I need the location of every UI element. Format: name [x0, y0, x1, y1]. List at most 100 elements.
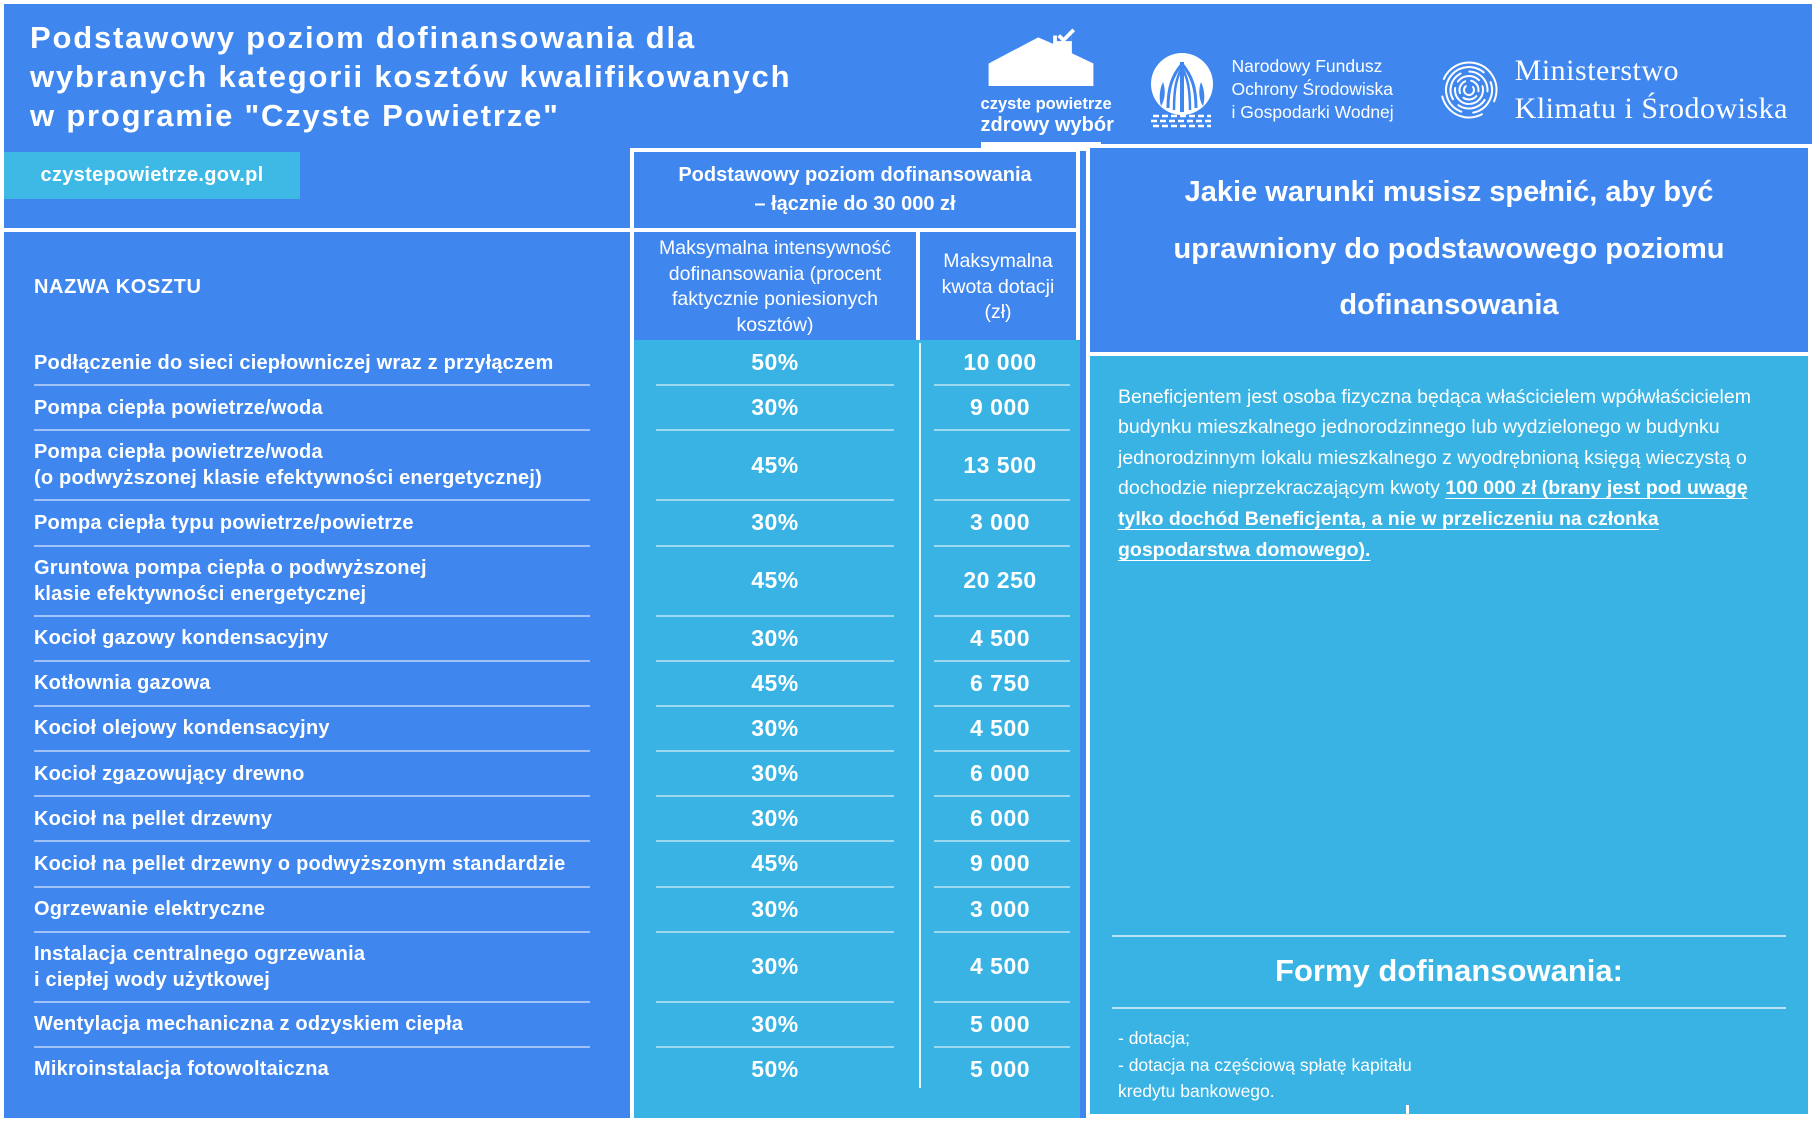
cost-intensity: 30%	[630, 887, 920, 933]
page-title-line: w programie "Czyste Powietrze"	[30, 98, 560, 134]
column-header-name: NAZWA KOSZTU	[4, 228, 630, 347]
column-header-intensity: Maksymalna intensywność dofinansowania (…	[630, 228, 920, 347]
cost-intensity: 50%	[751, 1055, 799, 1082]
czyste-powietrze-label: czyste powietrze	[980, 95, 1112, 113]
table-row: Podłączenie do sieci ciepłowniczej wraz …	[4, 340, 1080, 387]
website-badge[interactable]: czystepowietrze.gov.pl	[4, 152, 300, 199]
page-title-line: wybranych kategorii kosztów kwalifikowan…	[30, 59, 792, 95]
cost-intensity: 50%	[630, 340, 920, 387]
table-row: Gruntowa pompa ciepła o podwyższonej klas…	[4, 546, 1080, 617]
ministry-label: Ministerstwo Klimatu i Środowiska	[1514, 54, 1788, 125]
cost-amount: 20 250	[920, 546, 1080, 617]
table-column-headers: NAZWA KOSZTU Maksymalna intensywność dof…	[4, 228, 1080, 347]
table-row: Kocioł olejowy kondensacyjny 30% 4 500	[4, 706, 1080, 753]
zdrowy-wybor-label: zdrowy wybór	[980, 114, 1114, 136]
cropped-text-mark	[1405, 1105, 1409, 1114]
conditions-text: Beneficjentem jest osoba fizyczna będąca…	[1090, 356, 1808, 576]
cost-amount: 6 000	[920, 796, 1080, 843]
cost-amount: 9 000	[920, 385, 1080, 432]
nfosigw-label: Narodowy Fundusz Ochrony Środowiska i Go…	[1231, 55, 1394, 123]
table-row: Kocioł na pellet drzewny o podwyższonym …	[4, 841, 1080, 888]
table-row: Wentylacja mechaniczna z odzyskiem ciepł…	[4, 1002, 1080, 1049]
cost-name: Mikroinstalacja fotowoltaiczna	[34, 1058, 329, 1081]
cost-amount: 6 000	[920, 751, 1080, 798]
cost-name: Kocioł na pellet drzewny	[4, 796, 630, 843]
cost-intensity: 30%	[630, 796, 920, 843]
table-row: Instalacja centralnego ogrzewania i ciepł…	[4, 932, 1080, 1003]
table-row: Kotłownia gazowa 45% 6 750	[4, 661, 1080, 708]
cost-amount: 5 000	[969, 1055, 1031, 1082]
cost-name: Pompa ciepła powietrze/woda (o podwyższon…	[4, 430, 630, 502]
table-row: Kocioł na pellet drzewny 30% 6 000	[4, 796, 1080, 843]
poster-canvas: Podstawowy poziom dofinansowania dla wyb…	[4, 4, 1812, 1118]
cost-name: Kocioł olejowy kondensacyjny	[4, 706, 630, 753]
cost-name: Kocioł zgazowujący drewno	[4, 751, 630, 798]
cost-amount: 4 500	[920, 932, 1080, 1003]
cost-name: Ogrzewanie elektryczne	[4, 887, 630, 933]
fingerprint-icon	[1440, 61, 1498, 118]
divider	[1112, 1007, 1786, 1010]
cost-name: Kotłownia gazowa	[4, 661, 630, 708]
cost-name: Wentylacja mechaniczna z odzyskiem ciepł…	[4, 1002, 630, 1049]
content-area: czystepowietrze.gov.pl Podstawowy poziom…	[4, 144, 1812, 1118]
divider	[1112, 935, 1786, 938]
table-row: Kocioł gazowy kondensacyjny 30% 4 500	[4, 616, 1080, 662]
cost-intensity: 30%	[630, 751, 920, 798]
nfosigw-logo: Narodowy Fundusz Ochrony Środowiska i Go…	[1145, 50, 1394, 130]
cost-amount: 10 000	[920, 340, 1080, 387]
cost-name: Kocioł gazowy kondensacyjny	[4, 616, 630, 662]
page-title: Podstawowy poziom dofinansowania dla wyb…	[30, 18, 791, 135]
conditions-panel: Jakie warunki musisz spełnić, aby być up…	[1086, 144, 1812, 1118]
cost-amount: 5 000	[920, 1002, 1080, 1049]
cost-intensity: 30%	[630, 616, 920, 662]
table-group-header: Podstawowy poziom dofinansowania – łączn…	[630, 148, 1080, 228]
table-top-row: czystepowietrze.gov.pl Podstawowy poziom…	[4, 144, 1080, 228]
cost-intensity: 30%	[630, 500, 920, 547]
cost-name: Kocioł na pellet drzewny o podwyższonym …	[4, 841, 630, 888]
header-band: Podstawowy poziom dofinansowania dla wyb…	[4, 4, 1812, 151]
cost-intensity: 45%	[630, 841, 920, 888]
czyste-powietrze-logo: czyste powietrze zdrowy wybór	[980, 28, 1114, 151]
cost-name: Pompa ciepła powietrze/woda	[4, 385, 630, 432]
cost-intensity: 45%	[630, 430, 920, 502]
forms-list-item: - dotacja na częściową spłatę kapitału	[1118, 1054, 1412, 1075]
cost-intensity: 30%	[630, 932, 920, 1003]
page-title-line: Podstawowy poziom dofinansowania dla	[30, 20, 696, 55]
tree-circle-icon	[1150, 52, 1213, 127]
cost-amount: 3 000	[920, 887, 1080, 933]
cost-name: Gruntowa pompa ciepła o podwyższonej klas…	[4, 546, 630, 617]
forms-title: Formy dofinansowania:	[1275, 953, 1623, 989]
conditions-text-regular: Beneficjentem jest osoba fizyczna będąca…	[1118, 385, 1751, 500]
forms-list-item: kredytu bankowego.	[1118, 1080, 1275, 1101]
cost-intensity: 30%	[630, 706, 920, 753]
cost-amount: 3 000	[920, 500, 1080, 547]
cost-name: Podłączenie do sieci ciepłowniczej wraz …	[4, 340, 630, 387]
cost-intensity: 30%	[630, 1002, 920, 1049]
cost-amount: 9 000	[920, 841, 1080, 888]
table-row: Kocioł zgazowujący drewno 30% 6 000	[4, 751, 1080, 798]
table-body: Podłączenie do sieci ciepłowniczej wraz …	[4, 340, 1080, 1118]
cost-name: Instalacja centralnego ogrzewania i ciepł…	[4, 932, 630, 1003]
ministry-logo: Ministerstwo Klimatu i Środowiska	[1438, 52, 1788, 127]
income-limit-emphasis: 100 000 zł (brany jest pod uwagę tylko d…	[1118, 477, 1748, 561]
logo-row: czyste powietrze zdrowy wybór	[980, 28, 1788, 151]
table-row: Pompa ciepła powietrze/woda 30% 9 000	[4, 385, 1080, 432]
forms-list: - dotacja; - dotacja na częściową spłatę…	[1090, 1009, 1808, 1114]
cost-intensity: 30%	[630, 385, 920, 432]
table-row: Ogrzewanie elektryczne 30% 3 000	[4, 887, 1080, 933]
house-check-icon	[988, 28, 1093, 86]
cost-amount: 13 500	[920, 430, 1080, 502]
forms-list-item: - dotacja;	[1118, 1028, 1190, 1049]
column-divider-line	[919, 343, 921, 1088]
logo-underline-bar	[980, 142, 1101, 151]
table-row: Mikroinstalacja fotowoltaiczna 50% 5 000	[4, 1047, 1080, 1092]
funding-table: czystepowietrze.gov.pl Podstawowy poziom…	[4, 144, 1080, 1118]
cost-intensity: 45%	[630, 661, 920, 708]
cost-amount: 6 750	[920, 661, 1080, 708]
column-header-amount: Maksymalna kwota dotacji (zł)	[920, 228, 1080, 347]
cost-amount: 4 500	[920, 616, 1080, 662]
cost-intensity: 45%	[630, 546, 920, 617]
conditions-title: Jakie warunki musisz spełnić, aby być up…	[1090, 148, 1808, 356]
cost-amount: 4 500	[920, 706, 1080, 753]
